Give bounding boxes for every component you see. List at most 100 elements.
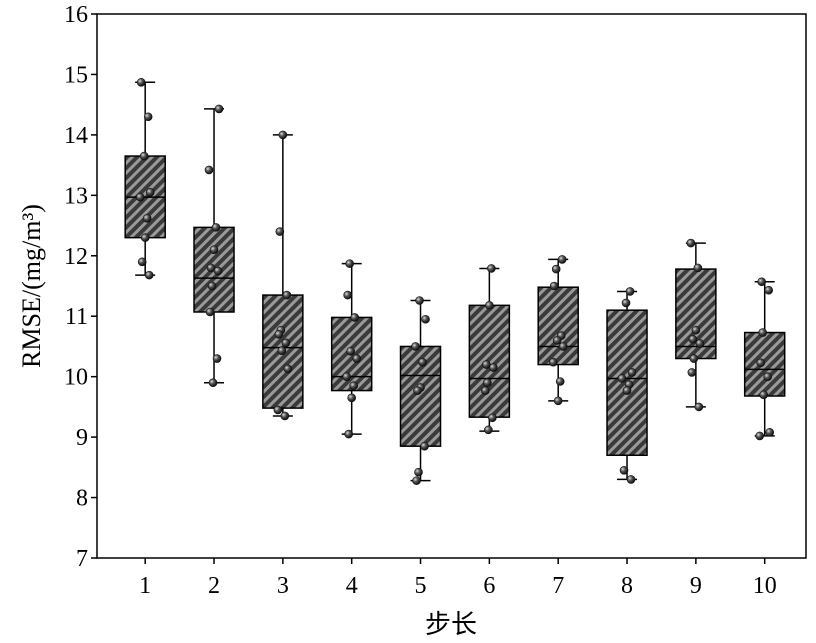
box-6-point-1 (487, 264, 496, 273)
y-axis-title-group: RMSE/(mg/m³) (17, 204, 46, 368)
x-axis-title: 步长 (425, 610, 477, 639)
box-3-point-6 (281, 338, 291, 348)
box-10-point-5 (763, 372, 772, 381)
box-10 (743, 277, 786, 441)
x-axis: 1 2 3 4 5 6 7 8 9 10 (139, 558, 777, 599)
box-4-point-1 (345, 259, 354, 268)
box-8-point-1 (625, 287, 635, 296)
box-2 (193, 104, 235, 388)
box-2-point-4 (209, 245, 219, 255)
box-2-point-10 (208, 378, 218, 388)
y-tick-label-15: 15 (64, 62, 88, 88)
box-10-point-3 (758, 328, 767, 337)
box-4-point-7 (349, 381, 358, 391)
box-2-point-2 (204, 165, 214, 175)
box-9-point-4 (688, 334, 698, 344)
y-tick-label-14: 14 (64, 123, 88, 149)
box-9-point-3 (691, 325, 701, 335)
box-3-point-7 (277, 346, 287, 355)
box-1-point-3 (139, 151, 149, 161)
box-3-point-5 (274, 330, 284, 339)
box-1-point-4 (145, 188, 155, 197)
box-2-point-1 (214, 104, 224, 114)
box-9-point-2 (693, 263, 703, 273)
box-7-point-8 (555, 377, 565, 386)
box-8-point-4 (617, 374, 627, 383)
box-5-point-8 (414, 467, 423, 477)
box-1-point-5 (135, 192, 145, 202)
y-tick-label-13: 13 (64, 183, 88, 209)
box-4-point-9 (344, 429, 353, 439)
y-tick-label-12: 12 (64, 244, 88, 270)
box-3-point-1 (278, 130, 288, 140)
y-tick-label-11: 11 (65, 304, 88, 330)
box-7-point-5 (552, 336, 562, 345)
box-5-point-6 (413, 386, 422, 395)
box-6-point-6 (481, 386, 490, 395)
box-4-point-3 (350, 313, 359, 322)
x-tick-label-8: 8 (621, 573, 633, 599)
box-7 (537, 255, 579, 406)
y-tick-label-10: 10 (64, 365, 88, 391)
box-5-point-4 (418, 357, 427, 367)
box-10-point-7 (765, 427, 774, 437)
box-5-point-2 (421, 314, 430, 324)
x-tick-label-10: 10 (753, 573, 777, 599)
box-5-point-3 (411, 342, 420, 351)
box-7-point-6 (558, 342, 568, 351)
x-tick-label-5: 5 (415, 573, 427, 599)
x-tick-label-3: 3 (277, 573, 289, 599)
box-1-point-9 (144, 270, 154, 280)
box-2-point-8 (205, 307, 215, 317)
box-9-point-8 (694, 402, 704, 412)
x-tick-label-7: 7 (552, 573, 564, 599)
y-tick-label-8: 8 (76, 486, 88, 512)
y-tick-label-9: 9 (76, 425, 88, 451)
box-6-point-8 (484, 425, 493, 435)
box-7-point-1 (557, 255, 567, 264)
box-9-point-1 (686, 238, 696, 248)
x-tick-label-9: 9 (690, 573, 702, 599)
box-5 (399, 296, 442, 485)
box-7-point-3 (549, 281, 559, 291)
box-8-point-2 (621, 298, 631, 308)
box-9-point-6 (689, 354, 699, 363)
box-4-point-8 (347, 393, 356, 403)
box-7-point-7 (548, 357, 558, 367)
box-8-point-3 (627, 368, 637, 377)
box-9-point-5 (695, 339, 705, 348)
box-1-point-8 (137, 257, 147, 267)
box-6-point-5 (483, 378, 492, 388)
box-8-point-8 (626, 475, 636, 484)
box-5-point-9 (412, 476, 421, 485)
box-6-point-7 (488, 413, 497, 423)
box-4-point-5 (352, 354, 361, 363)
box-10-point-6 (759, 390, 768, 400)
y-tick-label-7: 7 (76, 546, 88, 572)
box-1 (124, 78, 166, 280)
box-9-point-7 (687, 368, 697, 377)
box-9 (675, 238, 717, 412)
box-6-body (468, 304, 511, 418)
box-1-point-2 (143, 112, 153, 122)
x-tick-label-6: 6 (483, 573, 495, 599)
box-5-point-1 (415, 296, 424, 305)
box-2-point-6 (213, 266, 223, 276)
box-2-point-9 (212, 354, 222, 363)
box-6-point-4 (489, 363, 498, 372)
box-3-point-10 (280, 411, 290, 421)
box-3-point-8 (283, 364, 293, 374)
box-4 (330, 259, 373, 439)
x-tick-label-2: 2 (208, 573, 220, 599)
box-1-point-7 (140, 233, 150, 242)
box-1-point-1 (136, 78, 146, 87)
box-10-point-4 (756, 358, 765, 368)
box-6-point-2 (485, 301, 494, 310)
y-axis: 7 8 9 10 11 12 13 14 15 16 (64, 2, 97, 572)
box-8 (606, 287, 648, 484)
box-3-point-3 (282, 290, 292, 300)
box-4-point-4 (346, 346, 355, 356)
plot-frame (96, 13, 807, 559)
box-8-point-7 (619, 466, 629, 475)
